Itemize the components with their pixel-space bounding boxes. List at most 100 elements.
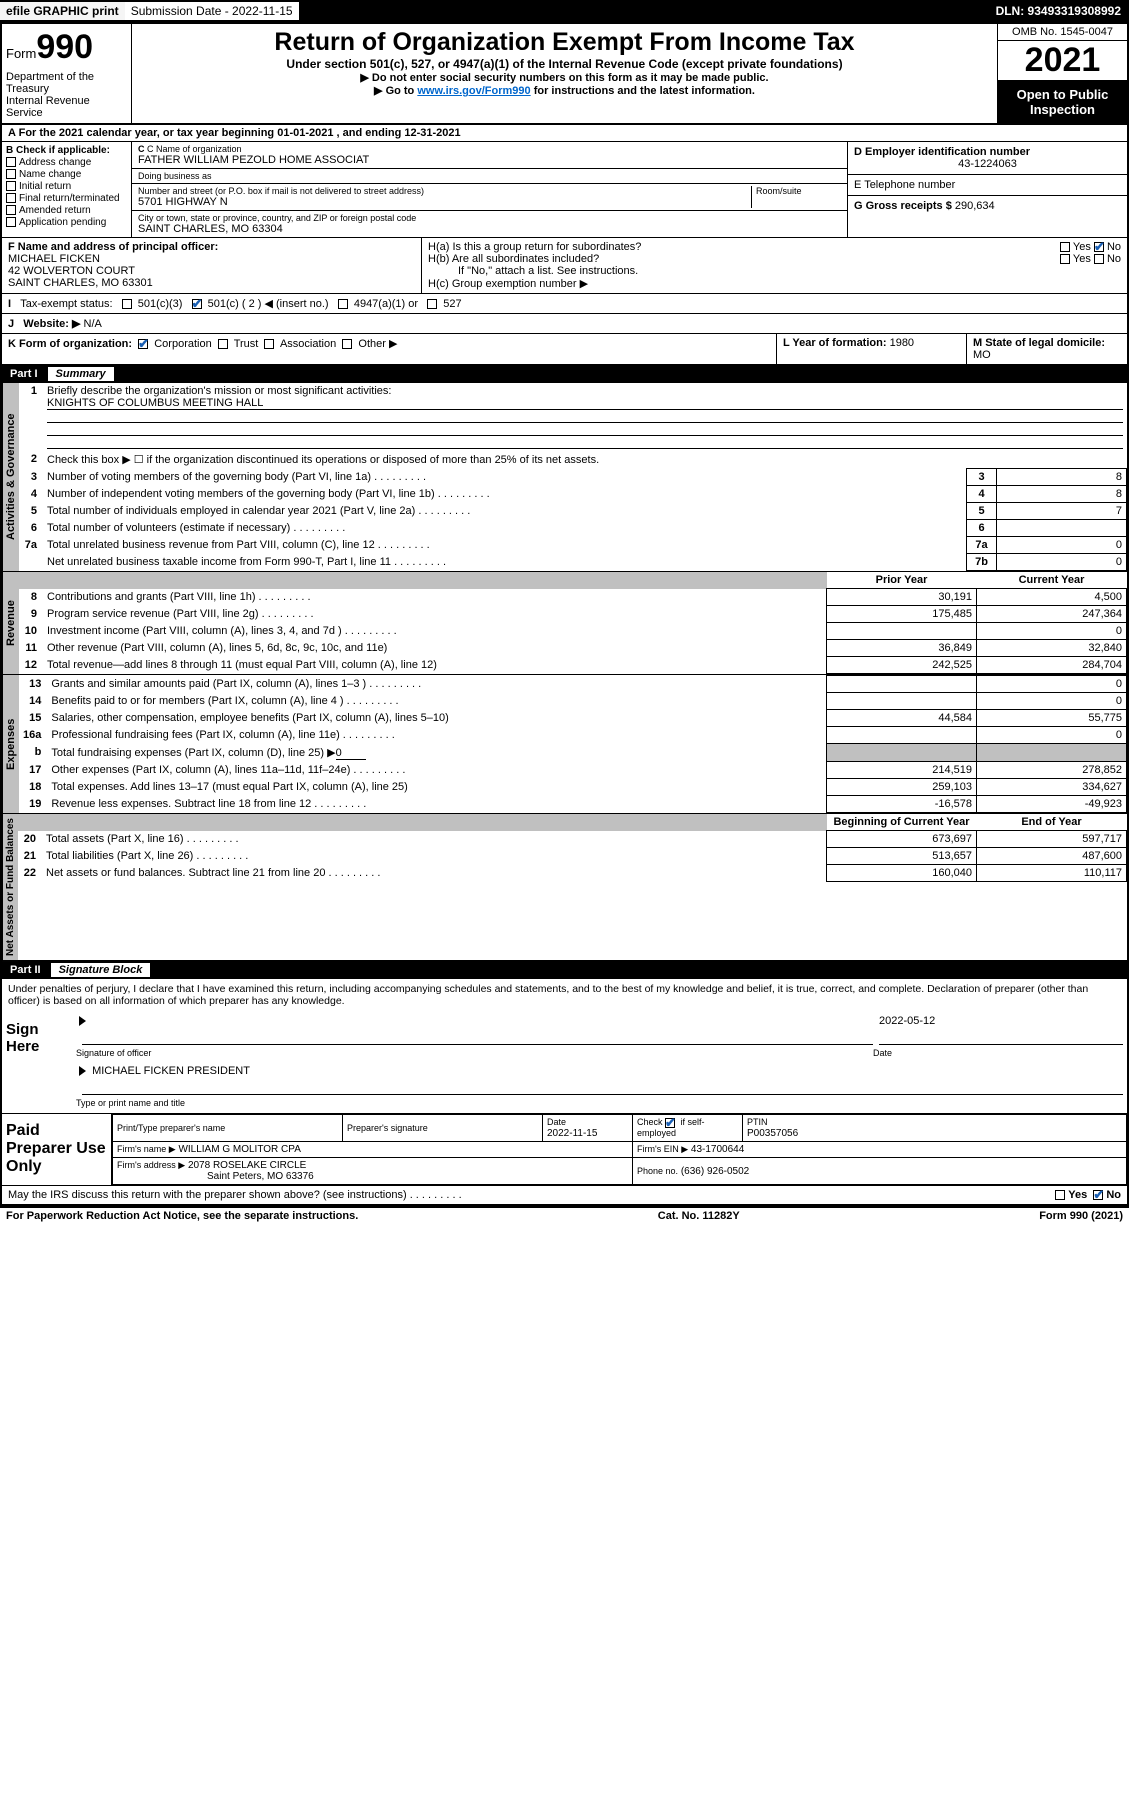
b-opt-0: Address change bbox=[19, 157, 91, 168]
py15: 44,584 bbox=[827, 710, 977, 727]
k-o4: Other ▶ bbox=[358, 338, 397, 350]
q7b: Net unrelated business taxable income fr… bbox=[43, 554, 967, 571]
cb-amended[interactable] bbox=[6, 205, 16, 215]
r15: Salaries, other compensation, employee b… bbox=[47, 710, 826, 727]
ha-yes[interactable] bbox=[1060, 242, 1070, 252]
foot-right: Form 990 (2021) bbox=[1039, 1210, 1123, 1222]
k-other[interactable] bbox=[342, 339, 352, 349]
r16b-val: 0 bbox=[336, 747, 366, 760]
org-name: FATHER WILLIAM PEZOLD HOME ASSOCIAT bbox=[138, 154, 841, 166]
py14 bbox=[827, 693, 977, 710]
sign-here-block: Sign Here Signature of officer 2022-05-1… bbox=[2, 1011, 1127, 1114]
faddr-lbl: Firm's address ▶ bbox=[117, 1160, 185, 1170]
r10: Investment income (Part VIII, column (A)… bbox=[43, 623, 827, 640]
f-lbl: F Name and address of principal officer: bbox=[8, 241, 218, 253]
col-de: D Employer identification number 43-1224… bbox=[847, 142, 1127, 237]
form-container: Form990 Department of the Treasury Inter… bbox=[0, 22, 1129, 1208]
mission-text: KNIGHTS OF COLUMBUS MEETING HALL bbox=[47, 397, 1123, 410]
submission-date: Submission Date - 2022-11-15 bbox=[125, 2, 301, 20]
may-text: May the IRS discuss this return with the… bbox=[8, 1189, 407, 1201]
by20: 673,697 bbox=[827, 831, 977, 848]
part1-bar: Part I Summary bbox=[2, 365, 1127, 383]
k-trust[interactable] bbox=[218, 339, 228, 349]
cy11: 32,840 bbox=[977, 640, 1127, 657]
ha-no-lbl: No bbox=[1107, 241, 1121, 253]
top-bar: efile GRAPHIC print Submission Date - 20… bbox=[0, 0, 1129, 22]
i-501c[interactable] bbox=[192, 299, 202, 309]
firm-lbl: Firm's name ▶ bbox=[117, 1144, 176, 1154]
v4: 8 bbox=[997, 486, 1127, 503]
py18: 259,103 bbox=[827, 779, 977, 796]
open-inspection: Open to Public Inspection bbox=[998, 81, 1127, 123]
state-domicile: MO bbox=[973, 349, 991, 361]
cb-address[interactable] bbox=[6, 157, 16, 167]
fh-row: F Name and address of principal officer:… bbox=[2, 238, 1127, 294]
firm-name: WILLIAM G MOLITOR CPA bbox=[178, 1144, 300, 1155]
sub3-pre: ▶ Go to bbox=[374, 85, 417, 97]
by22: 160,040 bbox=[827, 865, 977, 882]
efile-label[interactable]: efile GRAPHIC print bbox=[0, 2, 125, 20]
i-o2: 501(c) ( 2 ) ◀ (insert no.) bbox=[208, 298, 329, 310]
b-label: B Check if applicable: bbox=[6, 145, 110, 156]
v7a: 0 bbox=[997, 537, 1127, 554]
a-mid: , and ending bbox=[333, 127, 404, 139]
k-o3: Association bbox=[280, 338, 336, 350]
hb-yes[interactable] bbox=[1060, 254, 1070, 264]
cb-pending[interactable] bbox=[6, 217, 16, 227]
foot-left: For Paperwork Reduction Act Notice, see … bbox=[6, 1210, 358, 1222]
k-o2: Trust bbox=[234, 338, 259, 350]
ph-lbl: Phone no. bbox=[637, 1166, 678, 1176]
cb-name[interactable] bbox=[6, 169, 16, 179]
cy14: 0 bbox=[977, 693, 1127, 710]
room-lbl: Room/suite bbox=[756, 186, 841, 196]
k-assoc[interactable] bbox=[264, 339, 274, 349]
omb-number: OMB No. 1545-0047 bbox=[998, 24, 1127, 41]
addr-lbl: Number and street (or P.O. box if mail i… bbox=[138, 186, 751, 196]
may-no[interactable] bbox=[1093, 1190, 1103, 1200]
k-corp[interactable] bbox=[138, 339, 148, 349]
ha-no[interactable] bbox=[1094, 242, 1104, 252]
irs-link[interactable]: www.irs.gov/Form990 bbox=[417, 85, 530, 97]
se-check[interactable] bbox=[665, 1118, 675, 1128]
cy16b bbox=[977, 744, 1127, 762]
hb-no-lbl: No bbox=[1107, 253, 1121, 265]
sig-date-lbl: Date bbox=[873, 1048, 892, 1058]
py11: 36,849 bbox=[827, 640, 977, 657]
hb-no[interactable] bbox=[1094, 254, 1104, 264]
ein-lbl: Firm's EIN ▶ bbox=[637, 1144, 688, 1154]
ha-lbl: H(a) Is this a group return for subordin… bbox=[428, 241, 641, 253]
officer-printed: MICHAEL FICKEN PRESIDENT bbox=[92, 1065, 250, 1077]
cb-final[interactable] bbox=[6, 193, 16, 203]
r16b: Total fundraising expenses (Part IX, col… bbox=[47, 744, 826, 762]
q3: Number of voting members of the governin… bbox=[43, 469, 967, 486]
prep-date: 2022-11-15 bbox=[547, 1128, 597, 1139]
i-501c3[interactable] bbox=[122, 299, 132, 309]
r21: Total liabilities (Part X, line 26) bbox=[42, 848, 827, 865]
i-527[interactable] bbox=[427, 299, 437, 309]
ptin-val: P00357056 bbox=[747, 1128, 798, 1139]
cy17: 278,852 bbox=[977, 762, 1127, 779]
form-word: Form bbox=[6, 46, 36, 61]
tab-netassets: Net Assets or Fund Balances bbox=[2, 814, 18, 961]
tab-activities: Activities & Governance bbox=[2, 383, 19, 572]
dba-lbl: Doing business as bbox=[138, 171, 841, 181]
q5: Total number of individuals employed in … bbox=[43, 503, 967, 520]
sign-here-label: Sign Here bbox=[2, 1011, 72, 1113]
q4: Number of independent voting members of … bbox=[43, 486, 967, 503]
sec-netassets: Net Assets or Fund Balances Beginning of… bbox=[2, 814, 1127, 961]
col-current: Current Year bbox=[977, 572, 1127, 589]
sig-officer-lbl: Signature of officer bbox=[76, 1048, 151, 1058]
r20: Total assets (Part X, line 16) bbox=[42, 831, 827, 848]
org-address: 5701 HIGHWAY N bbox=[138, 196, 751, 208]
q2: Check this box ▶ ☐ if the organization d… bbox=[43, 451, 1127, 469]
cb-initial[interactable] bbox=[6, 181, 16, 191]
col-c: C C Name of organization FATHER WILLIAM … bbox=[132, 142, 847, 237]
m-lbl: M State of legal domicile: bbox=[973, 337, 1105, 349]
py16a bbox=[827, 727, 977, 744]
i-4947[interactable] bbox=[338, 299, 348, 309]
header-center: Return of Organization Exempt From Incom… bbox=[132, 24, 997, 123]
part1-label: Part I bbox=[10, 368, 38, 380]
may-yes[interactable] bbox=[1055, 1190, 1065, 1200]
dept-label: Department of the Treasury bbox=[6, 71, 127, 95]
ein-value: 43-1224063 bbox=[854, 158, 1121, 170]
